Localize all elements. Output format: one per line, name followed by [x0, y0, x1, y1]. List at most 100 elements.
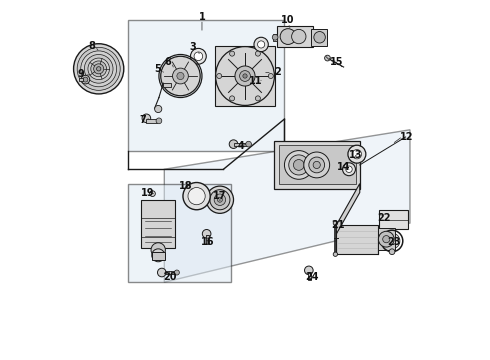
Circle shape: [240, 71, 250, 81]
Circle shape: [172, 68, 188, 84]
Circle shape: [230, 51, 235, 56]
Circle shape: [216, 46, 274, 105]
Text: 11: 11: [249, 76, 263, 86]
Circle shape: [292, 30, 306, 44]
Circle shape: [94, 64, 104, 74]
Bar: [165, 271, 176, 274]
Circle shape: [389, 249, 395, 255]
Text: 15: 15: [330, 57, 343, 67]
Circle shape: [245, 141, 251, 147]
Circle shape: [304, 266, 313, 275]
Circle shape: [91, 61, 107, 77]
Polygon shape: [128, 21, 285, 151]
Circle shape: [157, 268, 166, 277]
Bar: [234, 143, 248, 145]
Circle shape: [255, 96, 260, 101]
Circle shape: [81, 75, 90, 84]
Circle shape: [254, 37, 269, 51]
Circle shape: [97, 67, 101, 71]
Text: 9: 9: [77, 69, 84, 79]
Text: 20: 20: [163, 272, 176, 282]
Circle shape: [348, 145, 366, 163]
Bar: [79, 78, 83, 81]
Text: 12: 12: [400, 132, 413, 142]
Circle shape: [77, 47, 120, 90]
Polygon shape: [379, 211, 408, 229]
Polygon shape: [378, 228, 395, 250]
Polygon shape: [128, 184, 231, 282]
Circle shape: [383, 235, 390, 243]
Bar: [308, 272, 311, 280]
Polygon shape: [337, 225, 378, 253]
Text: 6: 6: [165, 57, 172, 67]
Circle shape: [161, 56, 200, 96]
Circle shape: [285, 150, 313, 179]
Circle shape: [152, 249, 165, 262]
Circle shape: [81, 51, 117, 87]
Circle shape: [74, 44, 124, 94]
Circle shape: [294, 159, 304, 170]
Polygon shape: [215, 45, 275, 107]
Circle shape: [309, 157, 324, 173]
Circle shape: [217, 73, 221, 78]
Polygon shape: [279, 145, 356, 184]
Circle shape: [83, 77, 88, 82]
Circle shape: [194, 52, 203, 60]
Polygon shape: [163, 83, 172, 87]
Circle shape: [333, 252, 338, 256]
Circle shape: [269, 73, 273, 78]
Bar: [206, 235, 209, 244]
Text: 24: 24: [306, 272, 319, 282]
Circle shape: [289, 155, 309, 175]
Polygon shape: [164, 130, 410, 282]
Circle shape: [218, 197, 222, 202]
Circle shape: [84, 54, 113, 83]
Text: 18: 18: [179, 181, 193, 192]
Circle shape: [142, 114, 151, 123]
Circle shape: [304, 152, 330, 178]
Text: 23: 23: [387, 237, 400, 247]
Circle shape: [183, 183, 210, 210]
Text: 1: 1: [198, 12, 205, 22]
Circle shape: [346, 166, 352, 172]
Text: 21: 21: [332, 220, 345, 230]
Bar: [152, 252, 165, 260]
Circle shape: [378, 231, 394, 247]
Circle shape: [151, 243, 166, 257]
Circle shape: [343, 163, 355, 176]
Circle shape: [384, 233, 400, 249]
Polygon shape: [273, 34, 277, 41]
Circle shape: [229, 140, 238, 148]
Text: 7: 7: [140, 115, 146, 125]
Text: 8: 8: [88, 41, 95, 50]
Text: 10: 10: [281, 15, 295, 26]
Circle shape: [174, 270, 179, 275]
Circle shape: [280, 29, 296, 44]
Polygon shape: [141, 200, 175, 248]
Text: 19: 19: [142, 188, 155, 198]
Circle shape: [156, 118, 162, 124]
Circle shape: [88, 58, 109, 80]
Text: 22: 22: [377, 213, 391, 222]
Circle shape: [313, 161, 320, 168]
Circle shape: [272, 35, 278, 40]
Circle shape: [243, 74, 247, 78]
Circle shape: [155, 105, 162, 113]
Text: 17: 17: [213, 191, 227, 201]
Circle shape: [324, 55, 330, 61]
Circle shape: [214, 194, 225, 206]
Text: 13: 13: [349, 150, 363, 160]
Circle shape: [333, 221, 338, 225]
Circle shape: [149, 191, 155, 197]
Text: 5: 5: [154, 64, 161, 74]
Circle shape: [210, 190, 230, 210]
Polygon shape: [311, 30, 327, 45]
Text: 3: 3: [190, 42, 196, 52]
Circle shape: [235, 66, 255, 86]
Circle shape: [230, 96, 235, 101]
Circle shape: [255, 51, 260, 56]
Polygon shape: [274, 140, 360, 189]
Text: 2: 2: [274, 67, 281, 77]
Circle shape: [177, 72, 184, 80]
Circle shape: [191, 48, 206, 64]
